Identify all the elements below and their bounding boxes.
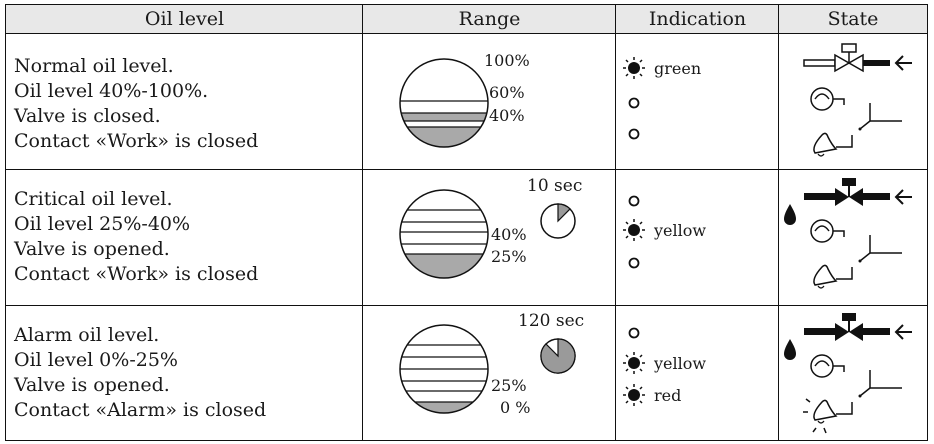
row-3-timer-icon <box>538 336 578 376</box>
timer-wedge <box>541 339 575 373</box>
off-indicator-icon <box>626 95 642 111</box>
column-divider <box>778 5 779 440</box>
row-2-range-label-1: 40% <box>491 225 527 244</box>
column-divider <box>615 5 616 440</box>
sun-indicator-icon <box>622 383 646 407</box>
row-1-range-label-2: 60% <box>489 83 525 102</box>
valve-closed-icon <box>800 41 920 81</box>
row-3-line-2: Oil level 0%-25% <box>14 348 266 373</box>
sun-indicator-icon <box>622 218 646 242</box>
row-3-description: Alarm oil level. Oil level 0%-25% Valve … <box>14 323 266 423</box>
row-3-timer-label: 120 sec <box>518 311 584 331</box>
header-range: Range <box>363 5 616 34</box>
off-indicator-icon <box>626 255 642 271</box>
row-2-line-4: Contact «Work» is closed <box>14 262 258 287</box>
row-2-tank-icon <box>398 188 490 280</box>
row-1-line-2: Oil level 40%-100%. <box>14 79 258 104</box>
row-1-contact-diagram <box>806 85 924 167</box>
sun-indicator-icon <box>622 351 646 375</box>
oil-level-table: Oil level Range Indication State Normal … <box>5 4 928 441</box>
row-3-line-3: Valve is opened. <box>14 373 266 398</box>
off-indicator-icon <box>626 325 642 341</box>
row-3-range-label-2: 0 % <box>500 398 530 417</box>
column-divider <box>362 5 363 440</box>
row-2-range-label-2: 25% <box>491 247 527 266</box>
row-1-indicator-label: green <box>654 59 701 78</box>
sun-indicator-icon <box>622 56 646 80</box>
row-1-description: Normal oil level. Oil level 40%-100%. Va… <box>14 54 258 154</box>
header-indication: Indication <box>616 5 779 34</box>
row-divider <box>6 305 927 306</box>
row-3-line-1: Alarm oil level. <box>14 323 266 348</box>
row-2-description: Critical oil level. Oil level 25%-40% Va… <box>14 187 258 287</box>
row-2-line-3: Valve is opened. <box>14 237 258 262</box>
off-indicator-icon <box>626 193 642 209</box>
off-indicator-icon <box>626 126 642 142</box>
oil-drop-icon <box>782 338 798 362</box>
row-1-tank-icon <box>398 57 490 149</box>
valve-opened-icon <box>800 310 920 350</box>
row-1-range-label-3: 40% <box>489 106 525 125</box>
row-2-timer-icon <box>538 201 578 241</box>
row-3-indicator-label-red: red <box>654 386 681 405</box>
row-3-indicator-label-yellow: yellow <box>654 354 706 373</box>
row-3-contact-diagram <box>806 352 924 440</box>
row-1-line-1: Normal oil level. <box>14 54 258 79</box>
row-2-timer-label: 10 sec <box>527 176 582 196</box>
row-2-line-2: Oil level 25%-40% <box>14 212 258 237</box>
row-1-line-4: Contact «Work» is closed <box>14 129 258 154</box>
row-2-contact-diagram <box>806 217 924 299</box>
header-state: State <box>779 5 927 34</box>
row-1-range-label-1: 100% <box>484 51 530 70</box>
row-3-tank-icon <box>398 323 490 415</box>
row-2-indicator-label: yellow <box>654 221 706 240</box>
row-1-line-3: Valve is closed. <box>14 104 258 129</box>
row-2-line-1: Critical oil level. <box>14 187 258 212</box>
header-oil-level: Oil level <box>6 5 363 34</box>
row-3-range-label-1: 25% <box>491 376 527 395</box>
oil-drop-icon <box>782 203 798 227</box>
row-3-line-4: Contact «Alarm» is closed <box>14 398 266 423</box>
row-divider <box>6 169 927 170</box>
valve-opened-icon <box>800 175 920 215</box>
